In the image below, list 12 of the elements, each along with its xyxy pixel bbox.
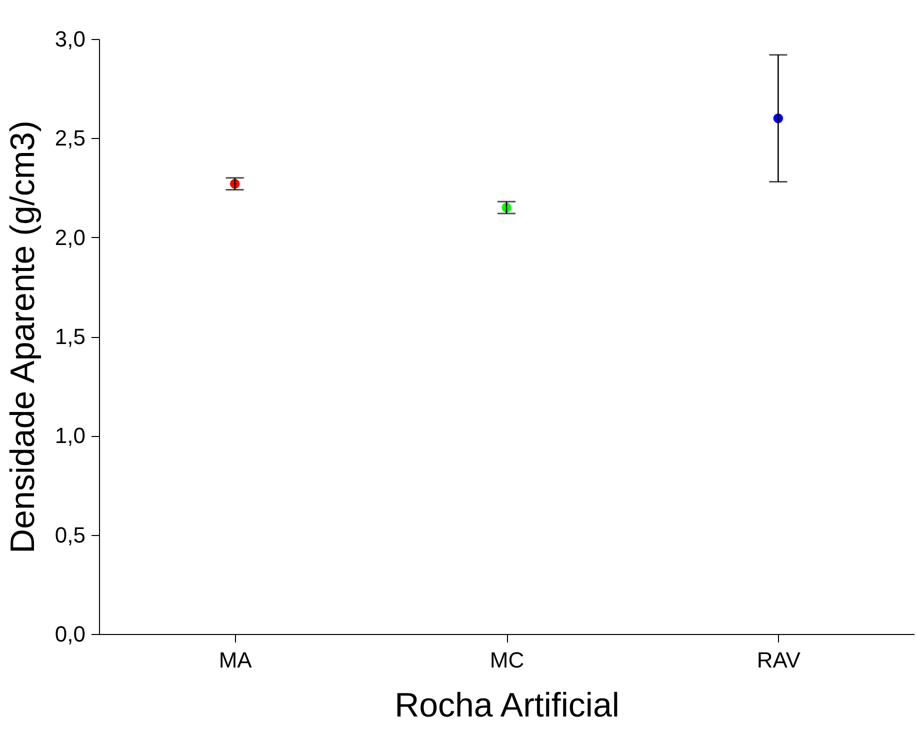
x-tick-label: MC (490, 648, 524, 672)
y-tick-label: 2,0 (54, 224, 86, 250)
x-axis-title: Rocha Artificial (394, 686, 620, 724)
y-tick-label: 1,0 (54, 423, 86, 448)
y-tick-label: 2,5 (54, 126, 86, 151)
x-tick-label: MA (218, 648, 252, 672)
y-tick-label: 1,5 (54, 324, 86, 349)
y-axis-title: Densidade Aparente (g/cm3) (4, 120, 42, 554)
y-tick-label: 0,0 (54, 622, 86, 646)
y-tick-label: 3,0 (54, 26, 86, 52)
y-tick-label: 0,5 (54, 522, 86, 548)
x-tick-label: RAV (756, 648, 801, 672)
